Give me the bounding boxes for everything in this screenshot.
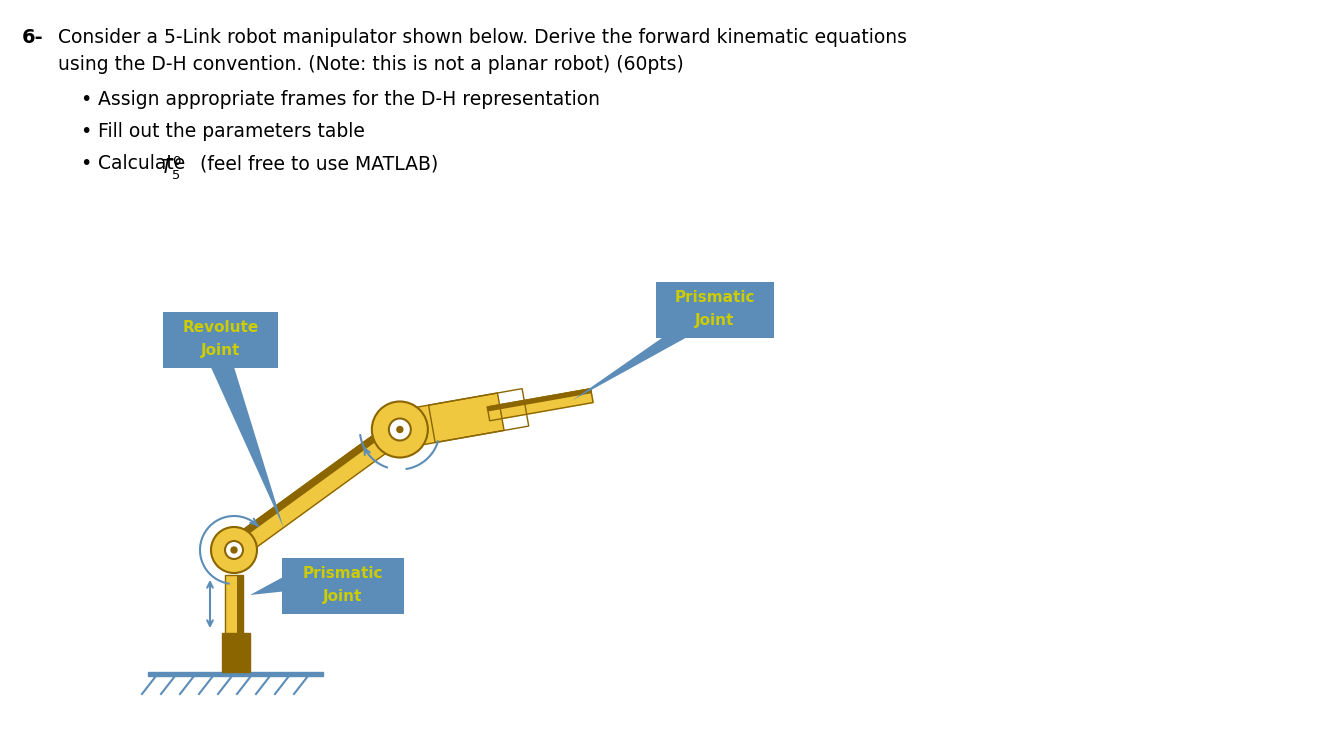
Text: Consider a 5-Link robot manipulator shown below. Derive the forward kinematic eq: Consider a 5-Link robot manipulator show… xyxy=(58,28,907,47)
Circle shape xyxy=(397,426,403,432)
Circle shape xyxy=(389,418,411,440)
Polygon shape xyxy=(487,389,592,411)
Bar xyxy=(225,575,243,633)
Text: 6-: 6- xyxy=(21,28,44,47)
Text: Assign appropriate frames for the D-H representation: Assign appropriate frames for the D-H re… xyxy=(98,90,600,109)
Text: Prismatic: Prismatic xyxy=(303,566,384,581)
Text: •: • xyxy=(81,90,91,109)
Polygon shape xyxy=(211,368,283,528)
Text: •: • xyxy=(81,154,91,173)
Circle shape xyxy=(372,401,428,457)
Bar xyxy=(238,575,243,633)
Text: •: • xyxy=(81,122,91,141)
Polygon shape xyxy=(228,421,407,559)
FancyBboxPatch shape xyxy=(162,312,278,368)
Polygon shape xyxy=(572,338,686,401)
Text: Calculate: Calculate xyxy=(98,154,192,173)
Circle shape xyxy=(211,527,258,573)
Bar xyxy=(221,633,250,672)
Text: Joint: Joint xyxy=(323,589,362,603)
Circle shape xyxy=(231,547,238,553)
Text: Revolute: Revolute xyxy=(183,320,259,335)
Circle shape xyxy=(225,541,243,559)
Polygon shape xyxy=(228,421,397,546)
Text: (feel free to use MATLAB): (feel free to use MATLAB) xyxy=(195,154,439,173)
FancyBboxPatch shape xyxy=(282,558,404,614)
FancyBboxPatch shape xyxy=(656,282,774,338)
Polygon shape xyxy=(250,578,282,595)
Text: Joint: Joint xyxy=(695,313,734,327)
Text: Joint: Joint xyxy=(201,343,240,357)
Text: Prismatic: Prismatic xyxy=(675,290,756,305)
Text: Fill out the parameters table: Fill out the parameters table xyxy=(98,122,365,141)
Polygon shape xyxy=(487,389,593,421)
Polygon shape xyxy=(404,393,505,447)
Bar xyxy=(148,672,323,676)
Text: using the D-H convention. (Note: this is not a planar robot) (60pts): using the D-H convention. (Note: this is… xyxy=(58,55,684,74)
Text: $T_5^0$: $T_5^0$ xyxy=(160,154,183,181)
